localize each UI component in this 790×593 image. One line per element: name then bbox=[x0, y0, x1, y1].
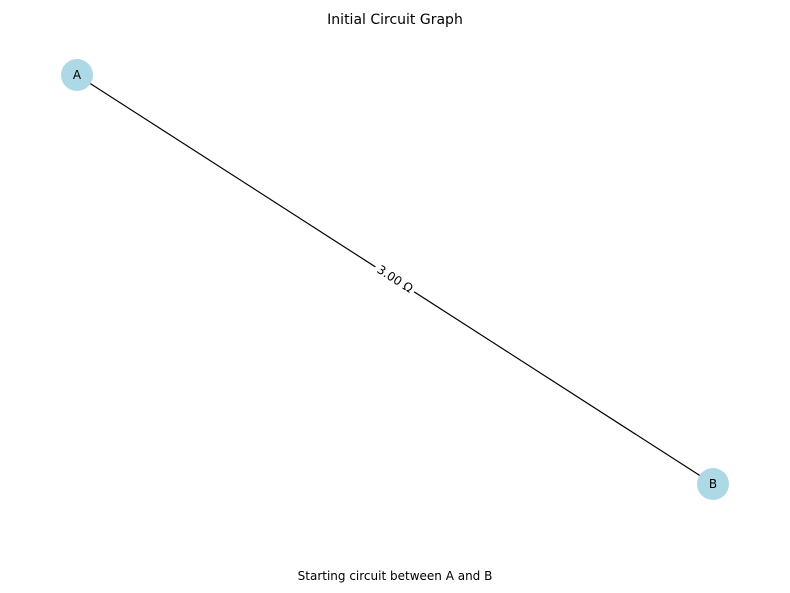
node-a-label: A bbox=[73, 68, 82, 82]
node-b-label: B bbox=[709, 477, 717, 491]
edge-label-background bbox=[371, 258, 420, 299]
node-a-circle bbox=[61, 59, 93, 91]
figure-caption: Starting circuit between A and B bbox=[298, 569, 493, 583]
figure-title: Initial Circuit Graph bbox=[327, 12, 463, 28]
graph: 3.00 Ω A B bbox=[61, 59, 729, 500]
edge-label-a-b: 3.00 Ω bbox=[371, 258, 420, 299]
node-b-circle bbox=[697, 468, 729, 500]
node-b: B bbox=[697, 468, 729, 500]
node-a: A bbox=[61, 59, 93, 91]
